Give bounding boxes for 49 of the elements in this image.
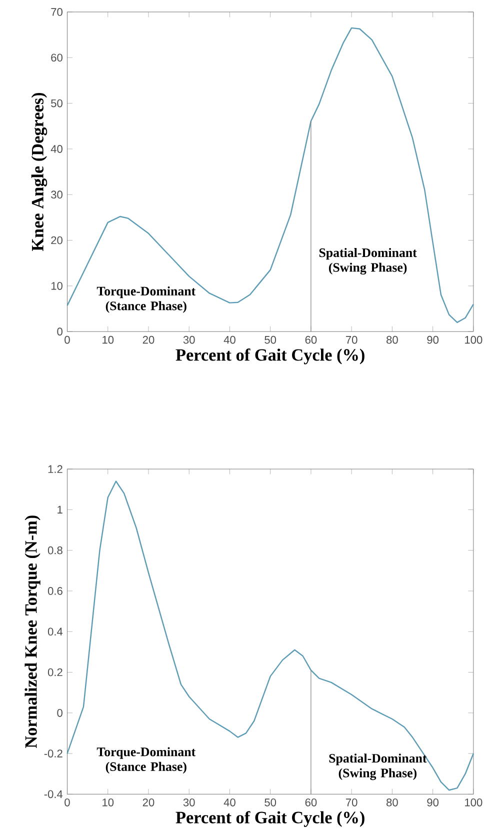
x-tick-label: 90 bbox=[427, 336, 439, 344]
y-tick-label: 0.2 bbox=[48, 668, 62, 676]
line-series bbox=[66, 480, 474, 791]
y-tick-label: 0.8 bbox=[48, 546, 63, 554]
y-tick-label: 10 bbox=[52, 282, 63, 290]
y-tick-label: 20 bbox=[51, 236, 63, 244]
x-tick-label: 60 bbox=[305, 798, 317, 806]
x-tick-label: 20 bbox=[143, 336, 154, 344]
x-tick-label: 30 bbox=[183, 798, 195, 806]
y-tick-label: 0.6 bbox=[48, 587, 63, 595]
y-tick-label: 1.2 bbox=[48, 465, 62, 473]
y-axis-title: Normalized Knee Torque (N-m) bbox=[24, 516, 40, 748]
x-tick-label: 50 bbox=[264, 336, 276, 344]
line-series bbox=[66, 27, 474, 324]
y-tick-label: 70 bbox=[51, 8, 63, 16]
annotation: Spatial-Dominant (Swing Phase) bbox=[320, 248, 417, 275]
annotation: Spatial-Dominant (Swing Phase) bbox=[329, 754, 427, 780]
x-tick-label: 0 bbox=[64, 336, 70, 344]
y-tick-label: 0.4 bbox=[48, 628, 63, 636]
y-tick-label: 1 bbox=[58, 506, 62, 514]
x-tick-label: 70 bbox=[346, 336, 358, 344]
x-tick-label: 60 bbox=[305, 336, 317, 344]
y-tick-label: 50 bbox=[51, 99, 63, 108]
y-tick-label: 30 bbox=[51, 190, 63, 199]
x-tick-label: 100 bbox=[465, 798, 482, 806]
y-tick-label: -0.2 bbox=[44, 750, 62, 758]
y-tick-label: -0.4 bbox=[44, 790, 63, 798]
x-tick-label: 0 bbox=[64, 798, 70, 806]
x-tick-label: 80 bbox=[386, 336, 398, 344]
x-tick-label: 40 bbox=[224, 336, 236, 344]
y-tick-label: 40 bbox=[50, 145, 63, 153]
x-axis-title: Percent of Gait Cycle (%) bbox=[176, 811, 365, 827]
y-tick-label: 60 bbox=[51, 54, 63, 62]
y-tick-label: 0 bbox=[57, 328, 63, 336]
x-tick-label: 90 bbox=[427, 798, 439, 806]
x-tick-label: 80 bbox=[386, 798, 398, 806]
x-tick-label: 40 bbox=[224, 798, 236, 806]
x-tick-label: 70 bbox=[346, 798, 358, 806]
x-tick-label: 100 bbox=[465, 336, 482, 344]
y-tick-label: 0 bbox=[57, 708, 63, 717]
x-axis-title: Percent of Gait Cycle (%) bbox=[176, 348, 365, 364]
y-axis-title: Knee Angle (Degrees) bbox=[31, 92, 48, 252]
x-tick-label: 20 bbox=[143, 798, 154, 806]
annotation: Torque-Dominant (Stance Phase) bbox=[97, 286, 196, 313]
x-tick-label: 10 bbox=[102, 798, 114, 806]
x-tick-label: 10 bbox=[102, 336, 114, 344]
annotation: Torque-Dominant (Stance Phase) bbox=[97, 747, 196, 774]
x-tick-label: 30 bbox=[183, 336, 195, 344]
x-tick-label: 50 bbox=[264, 798, 276, 806]
